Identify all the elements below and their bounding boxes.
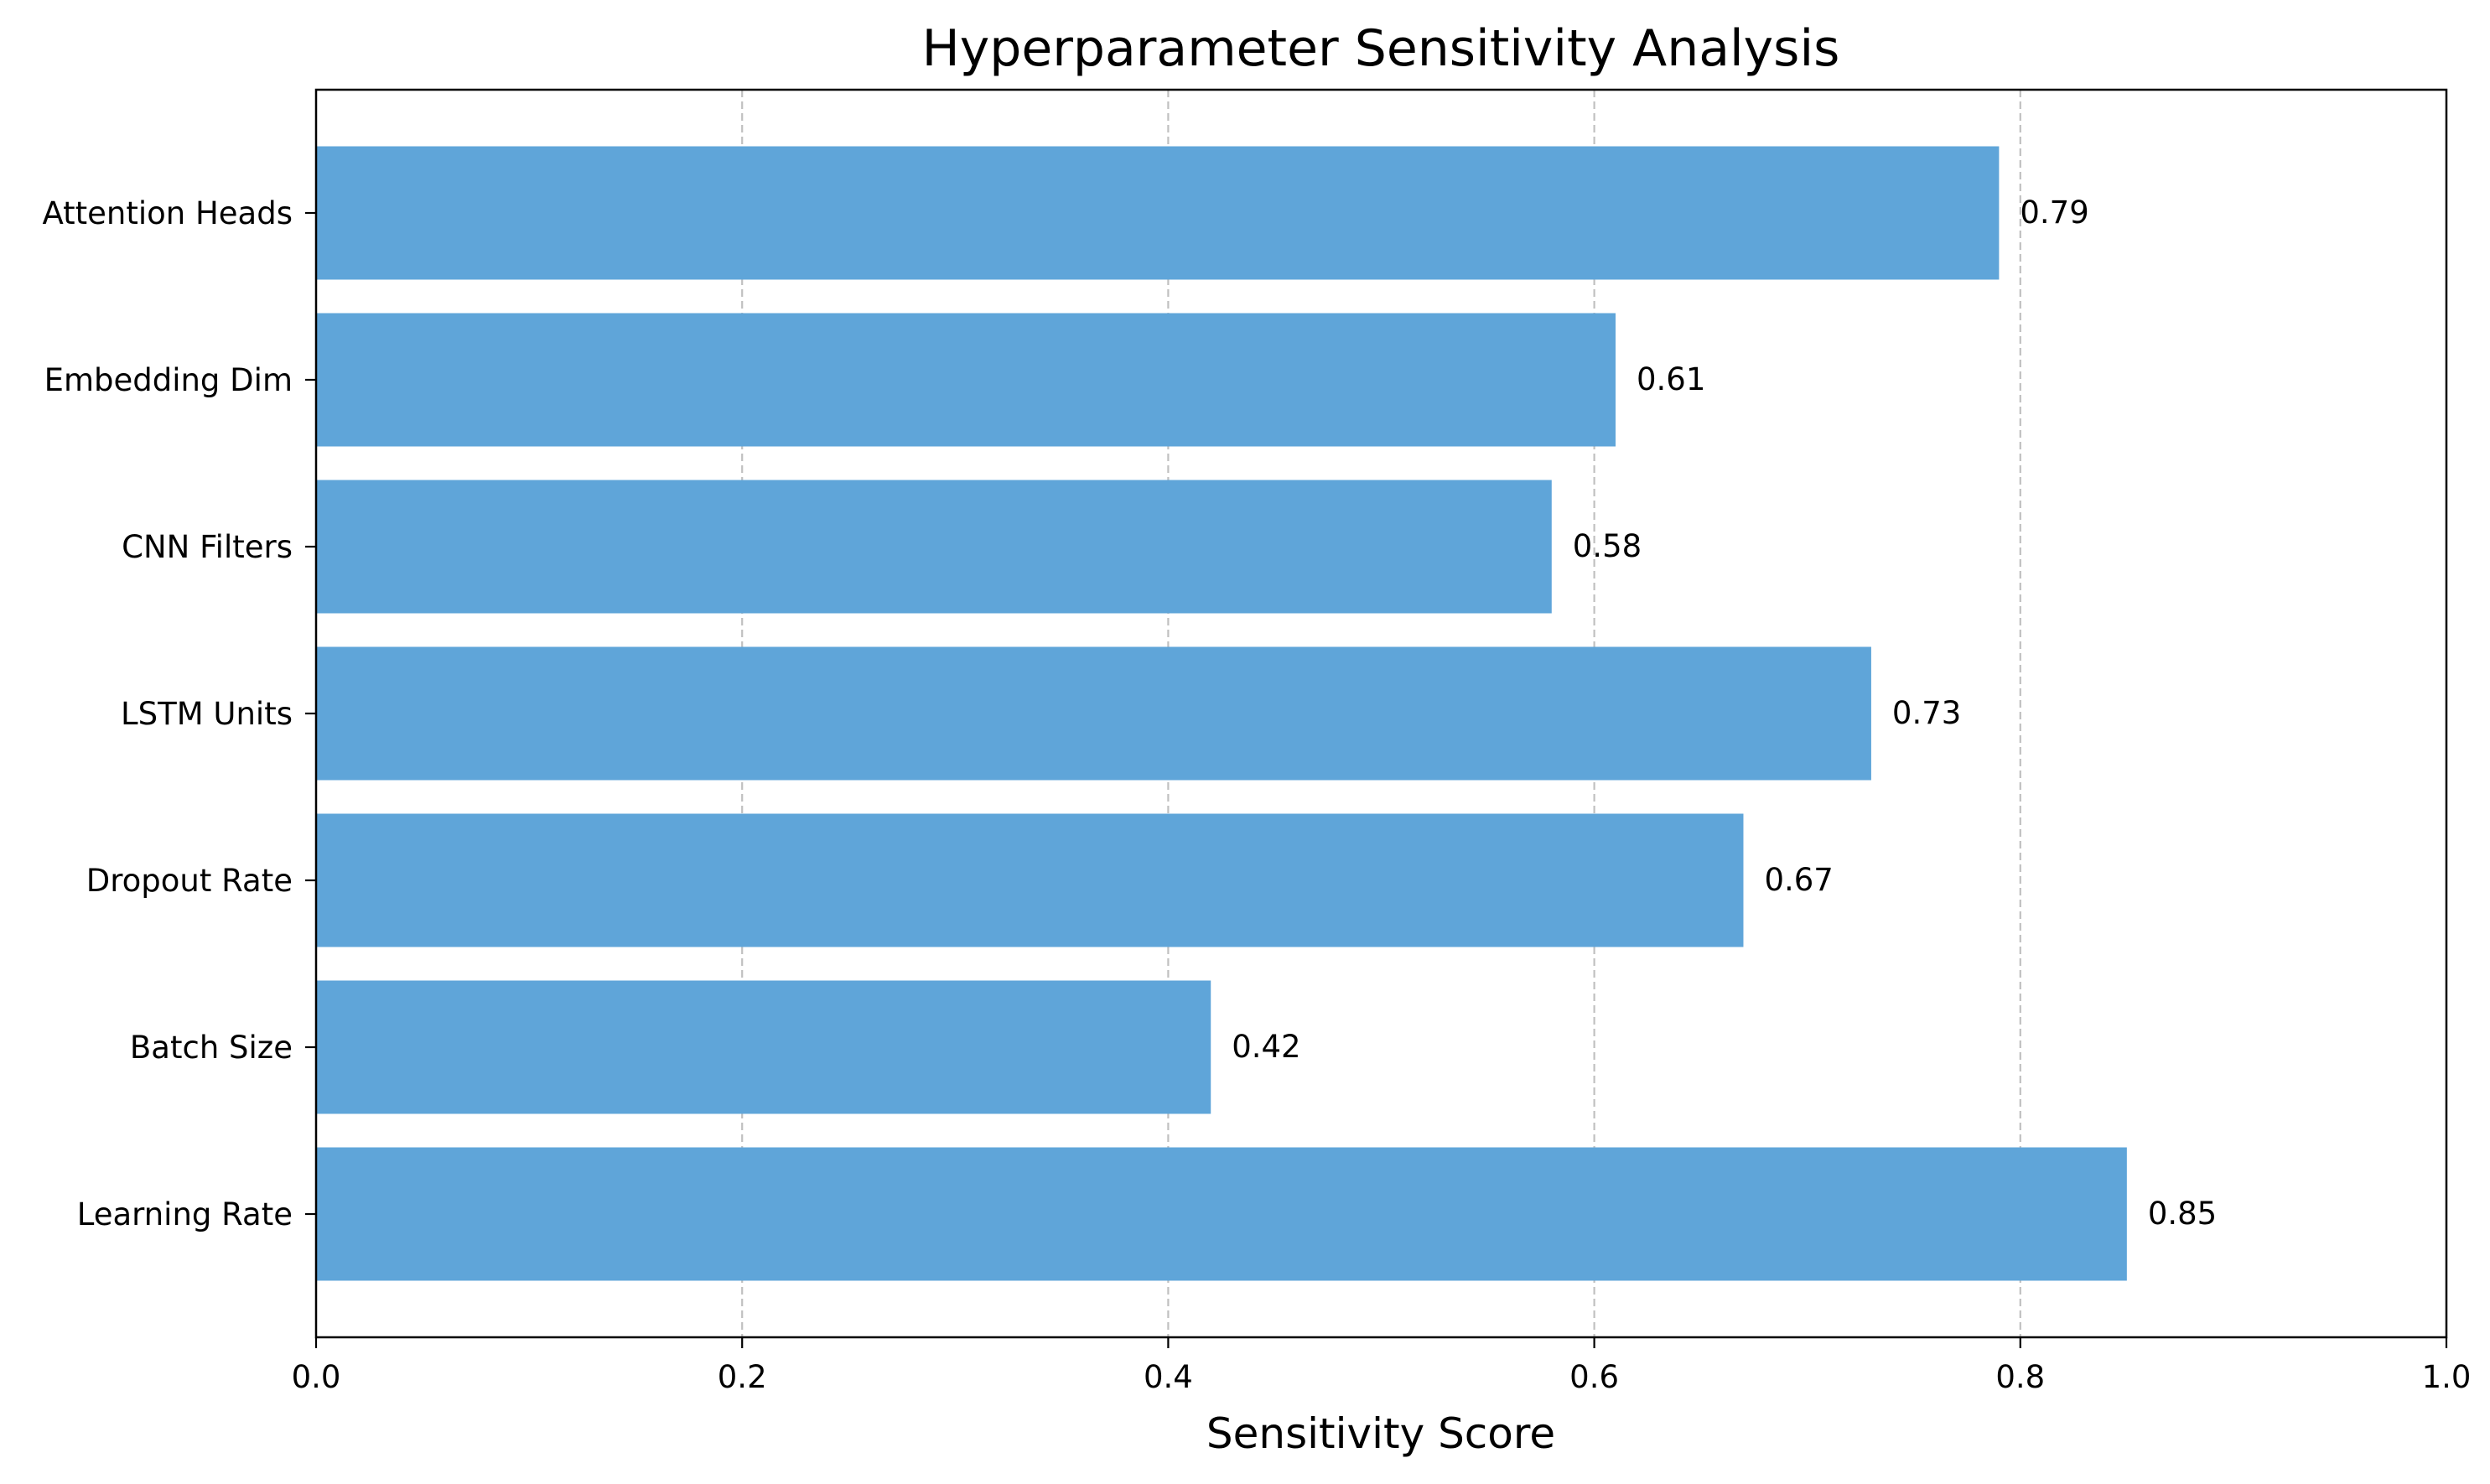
y-tick-label: Batch Size	[130, 1030, 293, 1066]
y-tick-label: Learning Rate	[77, 1196, 293, 1232]
bars	[316, 146, 2127, 1281]
x-tick-label: 0.0	[292, 1359, 341, 1395]
data-label: 0.58	[1573, 528, 1642, 564]
x-tick-label: 0.4	[1144, 1359, 1193, 1395]
bar	[316, 980, 1211, 1114]
data-label: 0.73	[1892, 695, 1961, 731]
chart-title: Hyperparameter Sensitivity Analysis	[922, 19, 1840, 78]
x-axis-ticks: 0.0 0.2 0.4 0.6 0.8 1.0	[292, 1337, 2472, 1395]
y-tick-label: CNN Filters	[122, 529, 293, 565]
y-tick-label: Dropout Rate	[86, 863, 293, 899]
bar	[316, 813, 1744, 947]
bar	[316, 646, 1871, 781]
data-label: 0.42	[1232, 1029, 1300, 1065]
y-axis-ticks: Learning Rate Batch Size Dropout Rate LSTM …	[42, 195, 316, 1232]
y-tick-label: Attention Heads	[42, 195, 293, 231]
y-tick-label: LSTM Units	[121, 696, 293, 732]
data-label: 0.61	[1637, 361, 1705, 397]
data-label: 0.67	[1764, 862, 1833, 898]
bar	[316, 146, 2000, 280]
y-tick-label: Embedding Dim	[44, 362, 293, 398]
x-axis-label: Sensitivity Score	[1206, 1409, 1555, 1458]
data-labels: 0.85 0.42 0.67 0.73 0.58 0.61 0.79	[1232, 195, 2217, 1232]
x-tick-label: 0.8	[1995, 1359, 2045, 1395]
data-label: 0.85	[2148, 1196, 2217, 1232]
bar	[316, 1147, 2127, 1281]
bar	[316, 480, 1552, 614]
data-label: 0.79	[2020, 195, 2088, 231]
bar	[316, 313, 1616, 447]
x-tick-label: 1.0	[2422, 1359, 2472, 1395]
x-tick-label: 0.2	[718, 1359, 767, 1395]
x-tick-label: 0.6	[1569, 1359, 1619, 1395]
